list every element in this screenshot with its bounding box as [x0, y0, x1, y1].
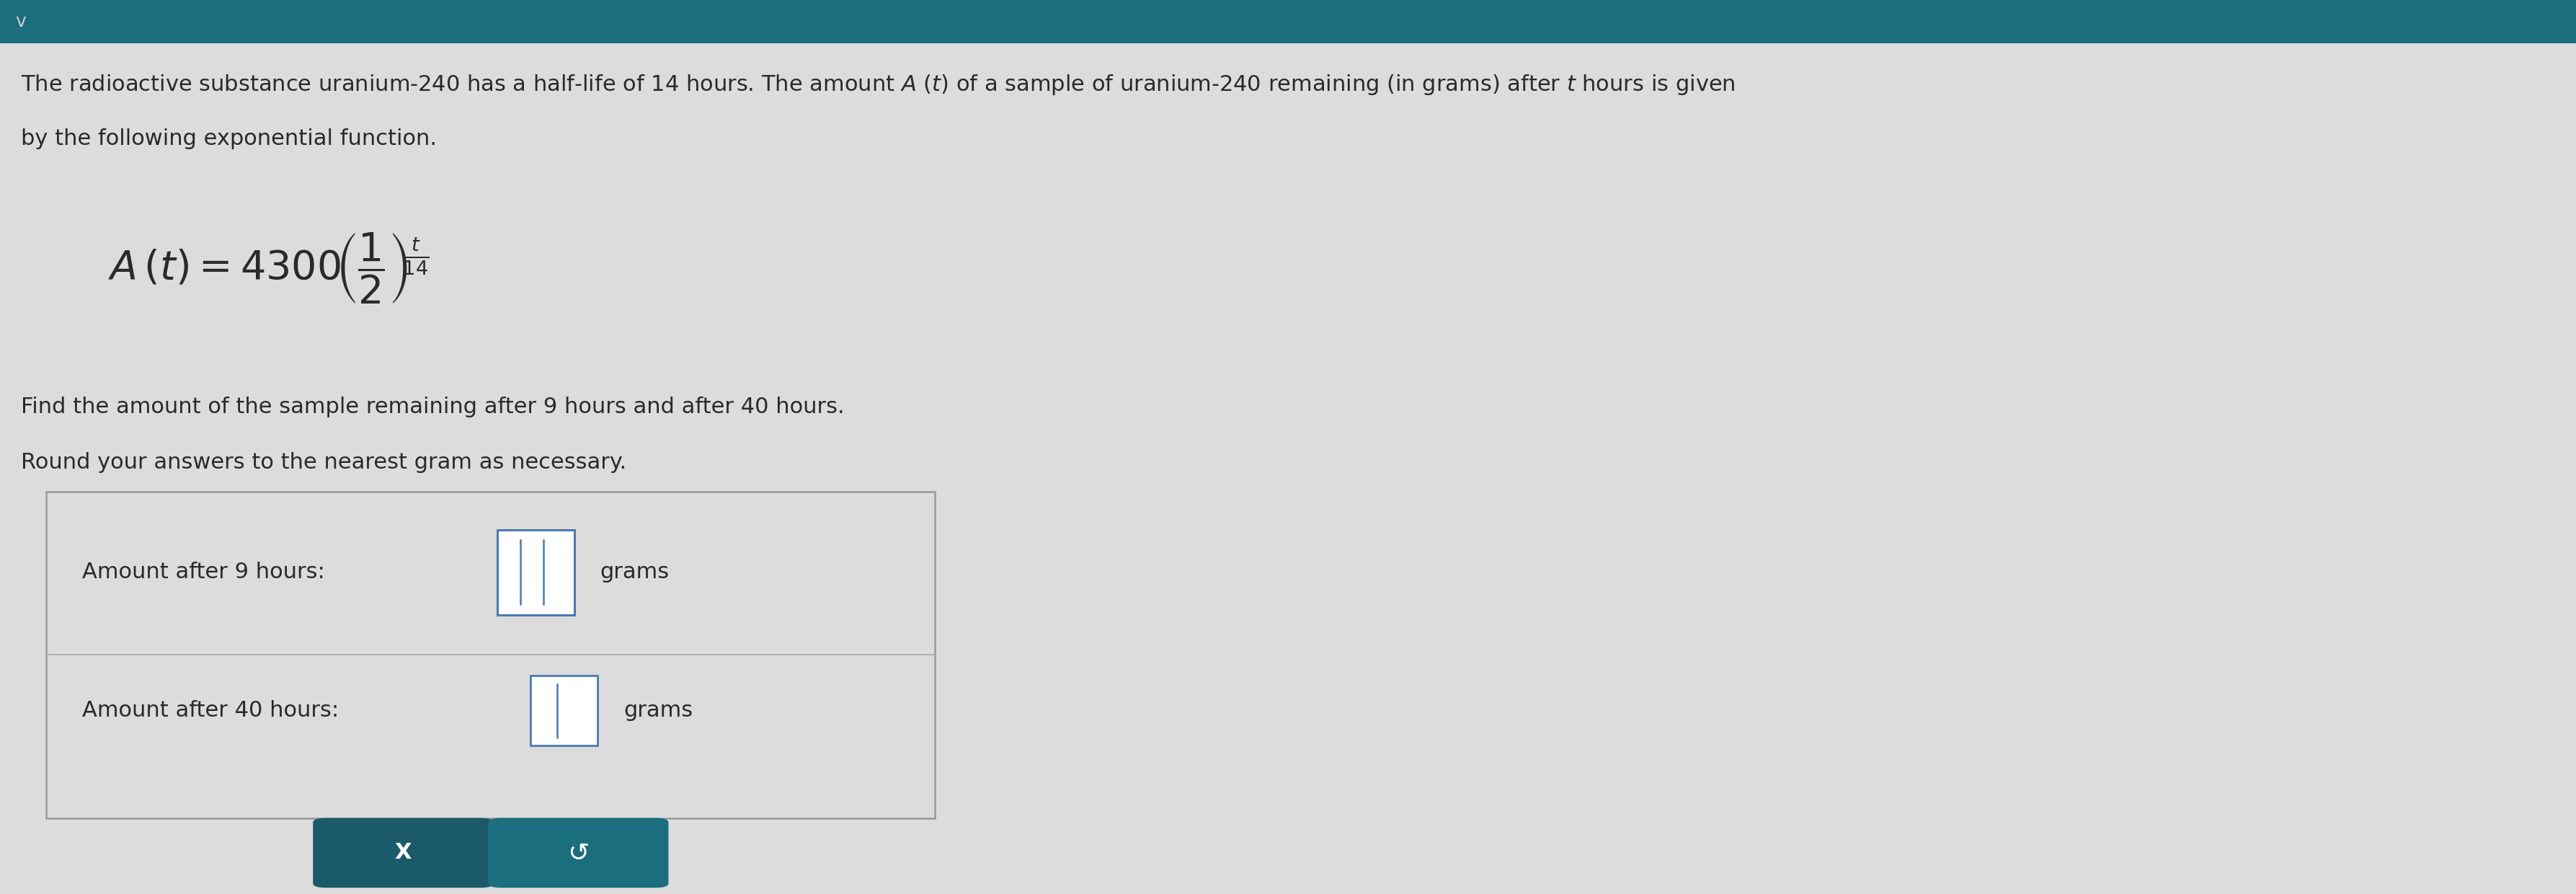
Text: grams: grams [600, 561, 670, 583]
FancyBboxPatch shape [46, 492, 935, 818]
Text: Amount after 40 hours:: Amount after 40 hours: [82, 700, 340, 721]
Text: Find the amount of the sample remaining after 9 hours and after 40 hours.: Find the amount of the sample remaining … [21, 396, 845, 417]
Text: grams: grams [623, 700, 693, 721]
FancyBboxPatch shape [531, 676, 598, 746]
Text: The radioactive substance uranium-240 has a half-life of 14 hours. The amount $A: The radioactive substance uranium-240 ha… [21, 73, 1736, 97]
Text: $A\,(t) = 4300\!\left(\dfrac{1}{2}\right)^{\!\!\frac{t}{14}}$: $A\,(t) = 4300\!\left(\dfrac{1}{2}\right… [108, 231, 430, 306]
Text: Amount after 9 hours:: Amount after 9 hours: [82, 561, 325, 583]
Text: by the following exponential function.: by the following exponential function. [21, 128, 435, 149]
FancyBboxPatch shape [497, 529, 574, 615]
FancyBboxPatch shape [312, 818, 492, 888]
Text: X: X [394, 842, 412, 864]
Text: v: v [15, 13, 26, 30]
FancyBboxPatch shape [489, 818, 670, 888]
FancyBboxPatch shape [0, 0, 2576, 43]
Text: ↺: ↺ [567, 840, 590, 865]
Text: Round your answers to the nearest gram as necessary.: Round your answers to the nearest gram a… [21, 451, 626, 473]
